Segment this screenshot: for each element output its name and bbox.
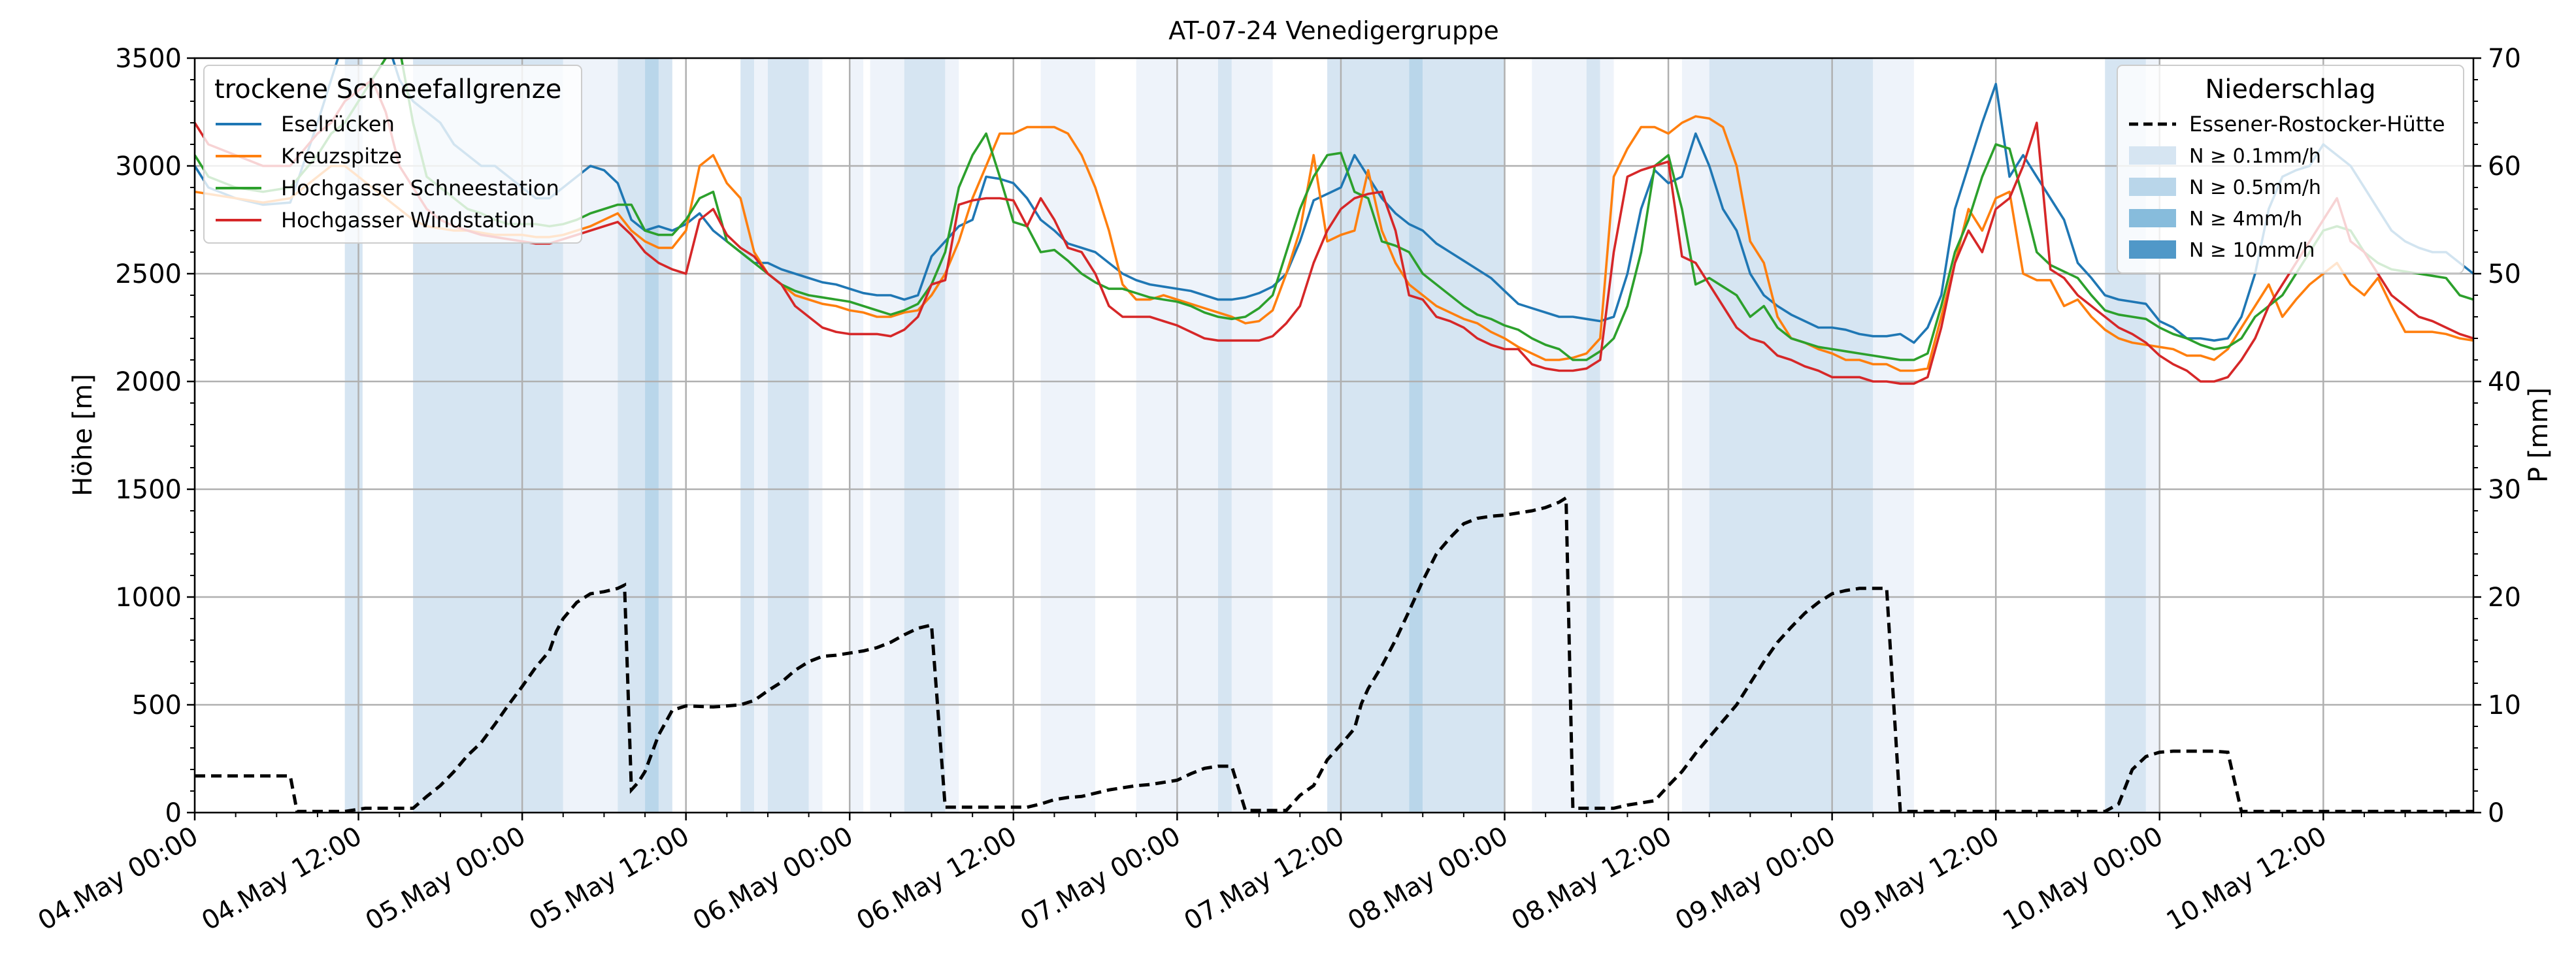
precipitation-band — [658, 58, 672, 813]
precipitation-band — [1532, 58, 1587, 813]
y-tick-label-left: 0 — [165, 798, 182, 828]
series-line — [195, 115, 2473, 372]
y-tick-label-left: 1000 — [115, 583, 182, 613]
legend-snowline-box — [203, 65, 582, 244]
legend-precipitation-band-label: N ≥ 0.5mm/h — [2189, 176, 2321, 199]
y-tick-label-left: 2500 — [115, 259, 182, 289]
y-tick-label-left: 2000 — [115, 367, 182, 397]
precipitation-band — [1040, 58, 1096, 813]
precipitation-band — [1873, 58, 1914, 813]
legend-precipitation-band-swatch — [2129, 178, 2176, 196]
y-tick-label-left: 1500 — [115, 475, 182, 505]
y-tick-label-right: 30 — [2488, 475, 2521, 505]
legend-precipitation-title: Niederschlag — [2205, 74, 2375, 105]
legend-snowline: trockene Schneefallgrenze Eselrücken Kreu… — [203, 65, 582, 244]
snowline-series — [195, 58, 2473, 385]
y-tick-label-left: 500 — [132, 690, 182, 720]
y-tick-label-right: 0 — [2488, 798, 2504, 828]
legend-snowline-label: Eselrücken — [281, 112, 395, 137]
precipitation-band — [740, 58, 755, 813]
series-line — [195, 78, 2473, 385]
legend-precipitation: Niederschlag Essener-Rostocker-Hütte N ≥… — [2117, 65, 2464, 274]
precipitation-band — [1586, 58, 1600, 813]
y-tick-label-left: 3500 — [115, 44, 182, 74]
legend-precipitation-line-label: Essener-Rostocker-Hütte — [2189, 112, 2445, 137]
plot-frame — [193, 57, 2475, 814]
precipitation-line — [195, 494, 2473, 813]
precipitation-band — [618, 58, 646, 813]
y-tick-label-right: 20 — [2488, 583, 2521, 613]
precipitation-band — [1423, 58, 1505, 813]
legend-snowline-title: trockene Schneefallgrenze — [214, 74, 561, 105]
legend-snowline-items: Eselrücken Kreuzspitze Hochgasser Schneest… — [216, 112, 559, 233]
precipitation-band — [1600, 58, 1614, 813]
legend-precipitation-band-swatch — [2129, 240, 2176, 259]
legend-precipitation-band-swatch — [2129, 146, 2176, 165]
y-tick-label-right: 10 — [2488, 690, 2521, 720]
precipitation-band — [645, 58, 659, 813]
precipitation-band — [1409, 58, 1423, 813]
precipitation-band — [1231, 58, 1273, 813]
precipitation-band — [808, 58, 823, 813]
y-tick-label-right: 50 — [2488, 259, 2521, 289]
y-tick-label-right: 70 — [2488, 44, 2521, 74]
legend-precipitation-box — [2117, 65, 2464, 274]
precipitation-band — [1681, 58, 1709, 813]
legend-precipitation-band-label: N ≥ 4mm/h — [2189, 208, 2302, 231]
precipitation-band — [1709, 58, 1874, 813]
y-axis-title-left: Höhe [m] — [68, 374, 98, 496]
precipitation-band — [767, 58, 809, 813]
precipitation-band — [945, 58, 959, 813]
precipitation-band — [904, 58, 946, 813]
legend-precipitation-band-swatch — [2129, 209, 2176, 227]
precipitation-band — [870, 58, 904, 813]
precipitation-band — [850, 58, 864, 813]
legend-snowline-label: Hochgasser Windstation — [281, 208, 535, 233]
legend-snowline-label: Hochgasser Schneestation — [281, 176, 559, 201]
y-tick-label-left: 3000 — [115, 152, 182, 182]
series-line — [195, 58, 2473, 344]
precipitation-band — [754, 58, 768, 813]
y-tick-label-right: 40 — [2488, 367, 2521, 397]
precipitation-band — [1218, 58, 1232, 813]
chart-title: AT-07-24 Venedigergruppe — [1168, 16, 1498, 45]
precipitation-bands — [344, 58, 2160, 813]
precipitation-series — [195, 494, 2473, 813]
legend-snowline-label: Kreuzspitze — [281, 144, 402, 169]
y-axis-title-right: P [mm] — [2524, 387, 2554, 483]
legend-precipitation-bands: N ≥ 0.1mm/h N ≥ 0.5mm/h N ≥ 4mm/h N ≥ 10mm/… — [2129, 145, 2321, 262]
y-tick-label-right: 60 — [2488, 152, 2521, 182]
legend-precipitation-band-label: N ≥ 0.1mm/h — [2189, 145, 2321, 168]
legend-precipitation-band-label: N ≥ 10mm/h — [2189, 239, 2315, 262]
